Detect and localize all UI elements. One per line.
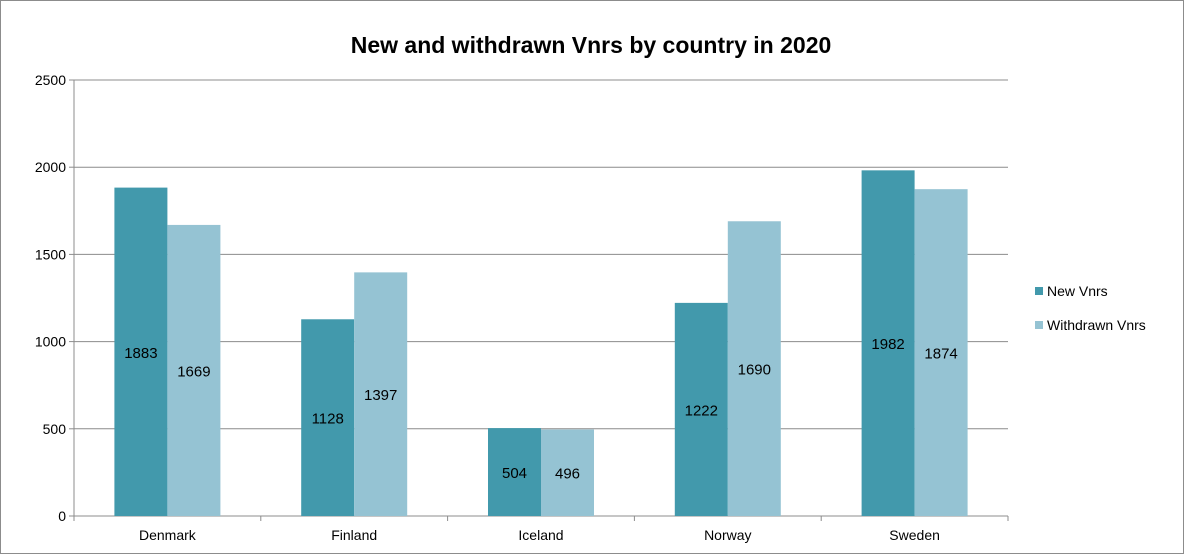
data-label: 1222 xyxy=(685,402,718,419)
bar-finland-new-vnrs xyxy=(301,319,355,516)
bar-denmark-new-vnrs xyxy=(114,187,168,516)
axes: 0 500 1000 1500 2000 2500 Denmark Finland Icelan… xyxy=(35,72,1009,543)
data-label: 504 xyxy=(502,465,527,482)
data-label: 1690 xyxy=(738,362,771,379)
bar-norway-withdrawn-vnrs xyxy=(727,221,781,517)
x-tick-label: Norway xyxy=(704,527,751,543)
bar-iceland-withdrawn-vnrs xyxy=(541,429,594,516)
bar-sweden-withdrawn-vnrs xyxy=(914,189,968,517)
bars xyxy=(114,170,968,517)
x-tick-label: Finland xyxy=(331,527,377,543)
data-label: 1397 xyxy=(364,387,397,404)
bar-finland-withdrawn-vnrs xyxy=(354,272,408,516)
gridlines xyxy=(74,79,1008,430)
legend-label: Withdrawn Vnrs xyxy=(1047,317,1146,333)
y-tick-label: 500 xyxy=(43,421,67,437)
data-label: 1669 xyxy=(177,363,210,380)
bar-norway-new-vnrs xyxy=(674,302,728,516)
data-label: 1883 xyxy=(124,345,157,362)
y-tick-label: 1000 xyxy=(35,334,66,350)
data-labels: 1883 1669 1128 1397 504 496 1222 1690 1982 1874 xyxy=(124,336,958,483)
y-tick-label: 2000 xyxy=(35,159,66,175)
bar-iceland-new-vnrs xyxy=(488,428,541,516)
data-label: 1874 xyxy=(924,346,957,363)
y-tick-label: 0 xyxy=(58,508,66,524)
legend: New Vnrs Withdrawn Vnrs xyxy=(1035,283,1146,333)
y-tick-label: 1500 xyxy=(35,246,66,262)
y-tick-label: 2500 xyxy=(35,72,66,88)
legend-swatch xyxy=(1035,321,1043,329)
chart-title: New and withdrawn Vnrs by country in 202… xyxy=(351,32,832,58)
x-tick-label: Iceland xyxy=(518,527,563,543)
data-label: 1128 xyxy=(312,411,344,428)
bar-sweden-new-vnrs xyxy=(861,170,915,516)
legend-swatch xyxy=(1035,287,1043,295)
x-tick-label: Sweden xyxy=(889,527,940,543)
x-tick-label: Denmark xyxy=(139,527,197,543)
bar-denmark-withdrawn-vnrs xyxy=(167,224,221,517)
data-label: 1982 xyxy=(871,336,904,353)
legend-label: New Vnrs xyxy=(1047,283,1108,299)
data-label: 496 xyxy=(555,466,580,483)
